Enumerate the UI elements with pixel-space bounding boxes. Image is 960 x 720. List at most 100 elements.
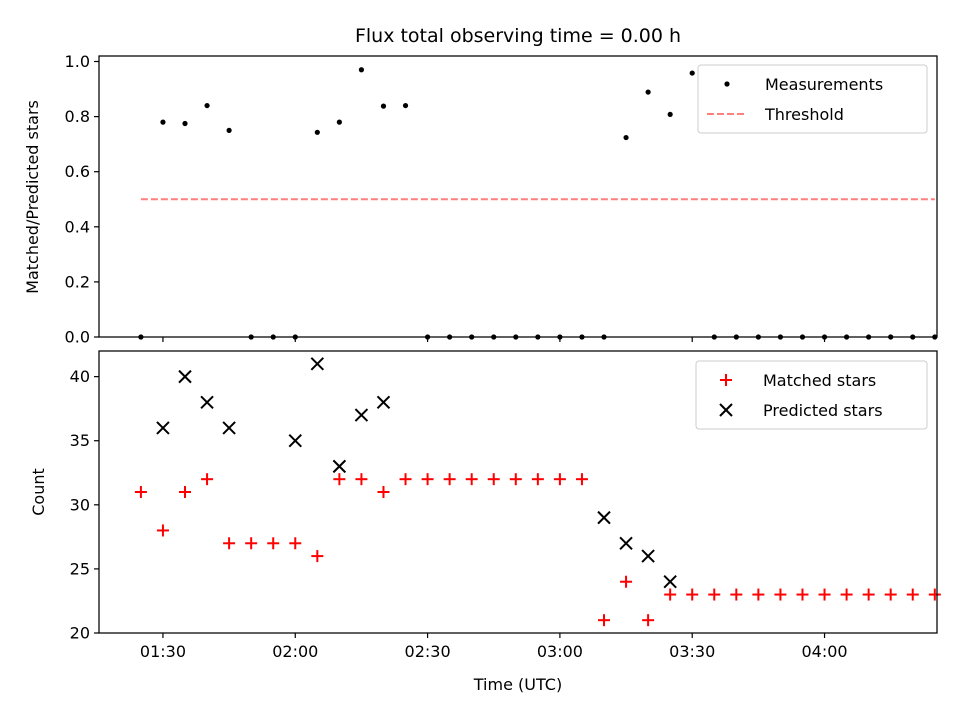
ratio-legend-box xyxy=(697,64,928,134)
predicted-star-point xyxy=(222,421,236,435)
measurement-point xyxy=(623,134,629,141)
legend-matched-label: Matched stars xyxy=(763,371,876,390)
predicted-star-point xyxy=(376,395,391,409)
matched-star-point xyxy=(355,473,368,486)
matched-star-point xyxy=(443,473,456,486)
matched-star-point xyxy=(421,473,434,486)
matched-star-point xyxy=(267,537,280,550)
x-axis-label: Time (UTC) xyxy=(473,675,562,694)
measurement-point xyxy=(402,102,409,109)
predicted-star-point xyxy=(178,369,192,384)
matched-star-point xyxy=(179,486,192,498)
predicted-star-point xyxy=(597,510,611,525)
y-tick-label: 25 xyxy=(70,559,90,578)
matched-star-point xyxy=(201,473,214,486)
predicted-star-point xyxy=(200,395,214,409)
matched-star-point xyxy=(796,588,809,601)
measurement-point xyxy=(358,67,365,73)
x-tick-label: 03:30 xyxy=(669,642,715,661)
chart-title: Flux total observing time = 0.00 h xyxy=(355,25,681,47)
matched-star-point xyxy=(245,537,258,550)
matched-star-point xyxy=(686,588,699,601)
matched-star-point xyxy=(664,588,677,601)
y-tick-label: 1.0 xyxy=(65,52,90,71)
matched-star-point xyxy=(774,588,787,601)
matched-star-point xyxy=(818,588,831,601)
x-tick-label: 01:30 xyxy=(140,642,186,661)
x-tick-label: 02:00 xyxy=(272,642,318,661)
y-tick-label: 40 xyxy=(70,367,90,386)
matched-star-point xyxy=(884,588,897,601)
y-tick-label: 20 xyxy=(70,624,90,643)
matched-star-point xyxy=(642,614,655,627)
matched-star-point xyxy=(509,473,522,486)
predicted-star-point xyxy=(156,421,170,435)
count-legend-box xyxy=(695,360,928,430)
matched-star-point xyxy=(708,588,721,601)
count-x-ticks: 01:30 02:00 02:30 03:00 03:30 04:00 xyxy=(140,633,848,661)
measurement-point xyxy=(314,129,320,135)
x-tick-label: 02:30 xyxy=(405,642,451,661)
legend-measurements-label: Measurements xyxy=(765,75,883,94)
matched-star-point xyxy=(906,588,919,601)
y-tick-label: 0.0 xyxy=(65,328,90,347)
ratio-plot-frame xyxy=(98,55,938,338)
matched-star-point xyxy=(752,588,765,601)
y-tick-label: 0.8 xyxy=(65,107,90,126)
count-y-axis-label: Count xyxy=(29,468,48,516)
legend-predicted-label: Predicted stars xyxy=(763,401,883,420)
count-plot-frame xyxy=(98,350,938,634)
y-tick-label: 35 xyxy=(70,431,90,450)
y-tick-label: 0.6 xyxy=(65,162,90,181)
matched-star-point xyxy=(840,588,853,601)
matched-star-point xyxy=(289,537,302,550)
matched-star-point xyxy=(223,537,236,550)
matched-star-point xyxy=(311,550,324,563)
matched-star-point xyxy=(377,486,390,498)
y-tick-label: 0.2 xyxy=(65,272,90,291)
predicted-star-point xyxy=(619,536,633,550)
legend-measurements-marker xyxy=(724,81,730,87)
y-tick-label: 30 xyxy=(70,495,90,514)
measurement-point xyxy=(336,119,342,125)
x-tick-label: 03:00 xyxy=(537,642,583,661)
ratio-y-ticks: 0.0 0.2 0.4 0.6 0.8 1.0 xyxy=(65,52,99,347)
matched-star-point xyxy=(598,614,611,627)
matched-star-point xyxy=(333,473,346,486)
matched-star-point xyxy=(134,486,147,498)
matched-star-point xyxy=(465,473,478,486)
matched-star-point xyxy=(553,473,566,486)
predicted-star-point xyxy=(288,434,302,448)
predicted-star-point xyxy=(310,357,325,371)
measurement-point xyxy=(380,103,387,109)
matched-star-point xyxy=(575,473,588,486)
matched-star-point xyxy=(620,575,633,588)
predicted-star-point xyxy=(354,408,369,422)
measurement-point xyxy=(160,119,166,125)
matched-star-point xyxy=(156,524,169,537)
count-legend: Matched stars Predicted stars xyxy=(695,360,928,430)
matched-star-point xyxy=(487,473,500,486)
matched-star-point xyxy=(928,588,941,601)
y-tick-label: 0.4 xyxy=(65,217,90,236)
measurement-point xyxy=(204,102,210,109)
ratio-y-axis-label: Matched/Predicted stars xyxy=(23,100,42,294)
legend-matched-marker xyxy=(720,374,732,386)
x-tick-label: 04:00 xyxy=(801,642,847,661)
predicted-star-point xyxy=(641,549,655,563)
measurement-point xyxy=(689,70,695,76)
ratio-legend: Measurements Threshold xyxy=(697,64,928,134)
measurement-point xyxy=(667,111,673,118)
count-points xyxy=(134,357,941,627)
count-panel: 20 25 30 35 40 01:30 02:00 02:30 03:00 03:30 04:0… xyxy=(29,350,941,694)
ratio-panel: 0.0 0.2 0.4 0.6 0.8 1.0 Matched/Predicted sta… xyxy=(23,52,938,347)
measurement-point xyxy=(226,127,232,133)
count-y-ticks: 20 25 30 35 40 xyxy=(70,367,99,643)
legend-predicted-marker xyxy=(719,403,733,417)
measurement-point xyxy=(182,120,188,127)
measurement-point xyxy=(645,89,651,95)
predicted-star-point xyxy=(332,459,347,474)
predicted-star-point xyxy=(663,575,677,589)
matched-star-point xyxy=(531,473,544,486)
